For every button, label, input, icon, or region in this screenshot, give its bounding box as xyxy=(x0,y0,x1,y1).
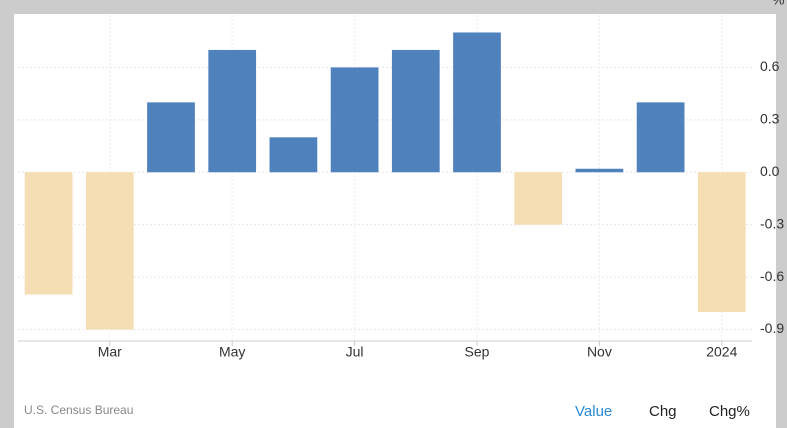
x-tick-label: 2024 xyxy=(706,344,737,360)
button[interactable]: Chg xyxy=(649,403,677,420)
source: U.S. Census Bureau xyxy=(24,403,133,417)
y-tick-label: -0.3 xyxy=(760,215,784,231)
button[interactable]: Chg% xyxy=(709,403,750,420)
bar xyxy=(514,172,563,225)
button[interactable]: Value xyxy=(575,403,612,420)
y-tick-label: -0.9 xyxy=(760,320,784,336)
bar xyxy=(636,102,685,173)
bar xyxy=(697,172,746,313)
x-tick-label: Sep xyxy=(465,344,490,360)
bar xyxy=(269,137,318,173)
bar xyxy=(330,67,379,173)
x-tick-label: May xyxy=(219,344,245,360)
x-tick-label: Jul xyxy=(346,344,364,360)
bar xyxy=(575,168,624,173)
bar xyxy=(85,172,134,330)
y-tick-label: 0.6 xyxy=(760,58,780,74)
y-tick-label: 0.0 xyxy=(760,163,780,179)
bar xyxy=(147,102,195,173)
x-tick-label: Mar xyxy=(98,344,122,360)
bar xyxy=(391,49,440,173)
x-tick-label: Nov xyxy=(587,344,612,360)
bar xyxy=(24,172,73,295)
unit: % xyxy=(772,0,784,8)
bar xyxy=(453,32,501,173)
y-tick-label: 0.3 xyxy=(760,111,780,127)
y-tick-label: -0.6 xyxy=(760,268,784,284)
bar xyxy=(208,49,257,173)
